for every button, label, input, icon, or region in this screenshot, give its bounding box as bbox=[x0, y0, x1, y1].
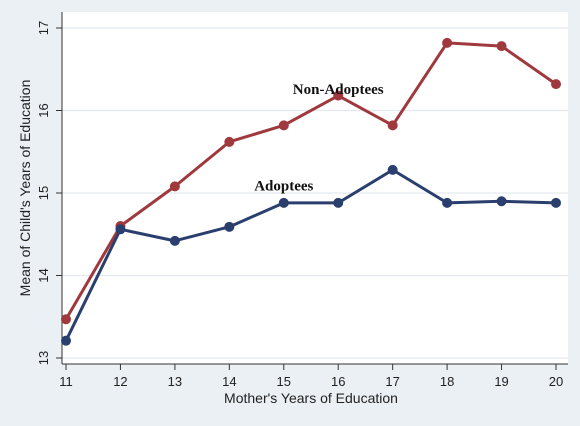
x-axis-label: Mother's Years of Education bbox=[224, 390, 398, 406]
y-tick-label: 15 bbox=[36, 186, 51, 200]
x-tick-label: 11 bbox=[59, 374, 73, 389]
x-tick-label: 12 bbox=[113, 374, 127, 389]
x-tick-label: 17 bbox=[385, 374, 399, 389]
y-axis-label: Mean of Child's Years of Education bbox=[17, 80, 33, 297]
x-tick-label: 20 bbox=[549, 374, 563, 389]
data-point-adoptees bbox=[333, 197, 344, 208]
data-point-adoptees bbox=[442, 197, 453, 208]
data-point-adoptees bbox=[387, 164, 398, 175]
data-point-adoptees bbox=[278, 197, 289, 208]
data-point-non-adoptees bbox=[278, 120, 289, 131]
data-point-non-adoptees bbox=[61, 314, 71, 325]
data-point-non-adoptees bbox=[551, 79, 561, 90]
x-tick-label: 18 bbox=[440, 374, 454, 389]
x-tick-label: 16 bbox=[331, 374, 345, 389]
data-point-adoptees bbox=[224, 221, 235, 232]
x-tick-label: 14 bbox=[222, 374, 236, 389]
series-label-adoptees: Adoptees bbox=[254, 179, 313, 195]
data-point-adoptees bbox=[551, 197, 561, 208]
data-point-non-adoptees bbox=[442, 37, 453, 48]
y-tick-label: 13 bbox=[36, 351, 51, 365]
data-point-non-adoptees bbox=[333, 90, 344, 101]
series-line-non-adoptees bbox=[64, 41, 557, 320]
data-point-non-adoptees bbox=[224, 136, 235, 147]
data-point-non-adoptees bbox=[496, 41, 507, 52]
y-tick-label: 16 bbox=[36, 103, 51, 117]
data-point-non-adoptees bbox=[387, 120, 398, 131]
data-point-adoptees bbox=[115, 224, 126, 235]
data-point-adoptees bbox=[169, 235, 180, 246]
data-point-non-adoptees bbox=[169, 181, 180, 192]
data-point-adoptees bbox=[496, 196, 507, 207]
series-line-adoptees bbox=[64, 168, 557, 342]
x-tick-label: 19 bbox=[494, 374, 508, 389]
data-point-adoptees bbox=[61, 335, 71, 346]
x-tick-label: 15 bbox=[277, 374, 291, 389]
series-label-non-adoptees: Non-Adoptees bbox=[293, 82, 384, 98]
plot-area bbox=[62, 12, 568, 364]
x-tick-label: 13 bbox=[168, 374, 182, 389]
y-tick-label: 14 bbox=[36, 268, 51, 282]
y-tick-label: 17 bbox=[36, 21, 51, 35]
